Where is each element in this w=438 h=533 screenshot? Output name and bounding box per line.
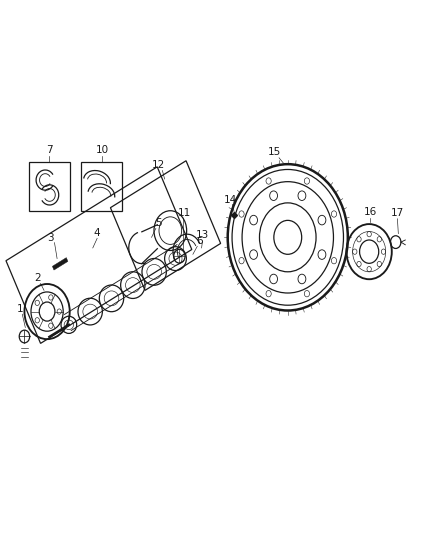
Text: 13: 13 [196, 230, 209, 240]
Text: 6: 6 [196, 236, 203, 246]
Bar [29, 162, 70, 211]
Text: 12: 12 [152, 160, 165, 170]
Text: 15: 15 [268, 147, 281, 157]
Text: 4: 4 [94, 228, 100, 238]
Text: 1: 1 [17, 304, 23, 313]
Text: 3: 3 [47, 233, 54, 243]
Text: 10: 10 [96, 145, 109, 155]
Text: 11: 11 [177, 207, 191, 217]
Polygon shape [53, 257, 68, 270]
Bar [81, 162, 122, 211]
Text: 17: 17 [391, 207, 404, 217]
Text: 7: 7 [46, 145, 53, 155]
Text: 5: 5 [155, 218, 161, 228]
Text: 2: 2 [34, 273, 40, 284]
Text: 16: 16 [364, 207, 377, 216]
Text: 14: 14 [224, 195, 237, 205]
